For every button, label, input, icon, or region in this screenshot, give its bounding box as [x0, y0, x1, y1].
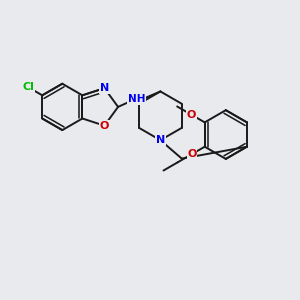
Text: O: O — [100, 121, 109, 131]
Text: O: O — [187, 149, 196, 159]
Text: NH: NH — [128, 94, 145, 104]
Text: N: N — [100, 83, 109, 93]
Text: O: O — [187, 110, 196, 120]
Text: Cl: Cl — [22, 82, 34, 92]
Text: N: N — [156, 135, 165, 145]
